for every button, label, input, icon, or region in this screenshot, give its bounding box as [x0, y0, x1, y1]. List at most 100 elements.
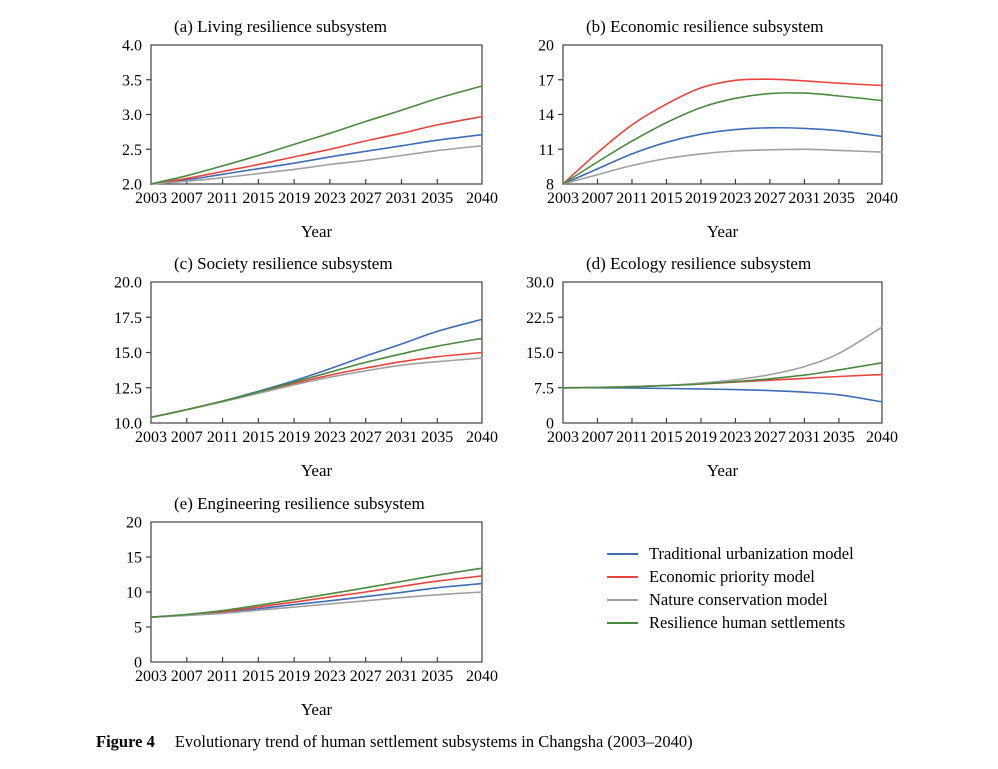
chart-legend: Traditional urbanization model Economic …: [607, 542, 854, 634]
x-tick-label: 2015: [242, 668, 274, 685]
x-tick-label: 2040: [466, 668, 498, 685]
x-tick-label: 2031: [788, 429, 820, 446]
chart-panel-living: (a) Living resilience subsystem 2.0 2.5 3.…: [91, 15, 502, 254]
x-tick-label: 2011: [207, 190, 238, 207]
x-tick-label: 2040: [866, 190, 898, 207]
x-tick-label: 2040: [466, 190, 498, 207]
chart-panel-society: (c) Society resilience subsystem 10.0 12.…: [91, 252, 502, 493]
x-tick-label: 2019: [278, 190, 310, 207]
x-tick-label: 2023: [314, 190, 346, 207]
legend-label: Nature conservation model: [649, 589, 828, 609]
plot-border: [150, 44, 483, 185]
y-tick-label: 7.5: [534, 380, 554, 397]
series-line: [150, 318, 483, 419]
series-line: [562, 386, 883, 403]
plot-border: [150, 521, 483, 663]
x-tick-label: 2040: [466, 429, 498, 446]
series-line: [562, 92, 883, 185]
legend-item-traditional: Traditional urbanization model: [607, 542, 854, 565]
chart-plot-engineering: 0 5 10 15 20 2003 2007 2011 2015 2019 2023 2027 2031…: [126, 515, 498, 685]
y-tick-label: 3.0: [122, 107, 142, 124]
y-tick-label: 8: [546, 177, 554, 194]
x-tick-label: 2011: [207, 429, 238, 446]
x-tick-label: 2035: [823, 429, 855, 446]
figure-caption: Figure 4 Evolutionary trend of human sett…: [96, 732, 693, 752]
x-tick-label: 2007: [581, 429, 613, 446]
series-line: [562, 148, 883, 185]
x-tick-label: 2011: [616, 190, 647, 207]
x-tick-label: 2019: [278, 668, 310, 685]
x-tick-label: 2035: [823, 190, 855, 207]
plot-border: [150, 281, 483, 424]
y-tick-label: 2.0: [122, 177, 142, 194]
x-tick-label: 2023: [314, 668, 346, 685]
y-tick-label: 12.5: [114, 380, 142, 397]
chart-plot-society: 10.0 12.5 15.0 17.5 20.0 2003 2007 2011 2015 2019…: [114, 275, 498, 446]
y-tick-label: 17: [538, 72, 554, 89]
x-tick-label: 2019: [278, 429, 310, 446]
x-tick-label: 2027: [350, 668, 382, 685]
x-tick-label: 2015: [242, 429, 274, 446]
x-tick-label: 2003: [135, 190, 167, 207]
x-tick-label: 2027: [754, 190, 786, 207]
chart-panel-economic: (b) Economic resilience subsystem 8 11 14 1…: [503, 15, 902, 254]
series-line: [150, 337, 483, 419]
x-tick-label: 2015: [650, 190, 682, 207]
chart-plot-living: 2.0 2.5 3.0 3.5 4.0 2003 2007 2011 2015 2019 2023 2…: [122, 38, 498, 207]
x-tick-label: 2015: [242, 190, 274, 207]
y-tick-label: 30.0: [526, 275, 554, 292]
chart-panel-engineering: (e) Engineering resilience subsystem 0 5 1…: [91, 492, 502, 732]
chart-panel-ecology: (d) Ecology resilience subsystem 0 7.5 15.…: [503, 252, 902, 493]
x-tick-label: 2035: [421, 429, 453, 446]
series-line: [150, 115, 483, 185]
series-line: [562, 362, 883, 389]
legend-item-economic: Economic priority model: [607, 565, 854, 588]
chart-title-living: (a) Living resilience subsystem: [174, 17, 387, 36]
x-axis-label: Year: [706, 461, 739, 480]
y-tick-label: 0: [134, 655, 142, 672]
x-tick-label: 2035: [421, 668, 453, 685]
chart-title-ecology: (d) Ecology resilience subsystem: [586, 254, 812, 273]
legend-line-resilience-icon: [607, 621, 638, 624]
series-line: [150, 133, 483, 185]
x-tick-label: 2031: [385, 668, 417, 685]
x-tick-label: 2011: [616, 429, 647, 446]
series-line: [150, 582, 483, 618]
x-tick-label: 2035: [421, 190, 453, 207]
chart-title-society: (c) Society resilience subsystem: [174, 254, 393, 273]
x-tick-label: 2031: [385, 190, 417, 207]
x-tick-label: 2019: [685, 190, 717, 207]
x-tick-label: 2007: [171, 668, 203, 685]
series-line: [150, 357, 483, 419]
x-tick-label: 2007: [171, 429, 203, 446]
series-line: [150, 85, 483, 185]
series-line: [150, 145, 483, 185]
legend-label: Economic priority model: [649, 566, 815, 586]
figure-caption-text: Evolutionary trend of human settlement s…: [174, 732, 693, 751]
x-tick-label: 2040: [866, 429, 898, 446]
x-tick-label: 2015: [650, 429, 682, 446]
y-tick-label: 2.5: [122, 142, 142, 159]
x-axis-label: Year: [300, 700, 333, 719]
x-tick-label: 2023: [314, 429, 346, 446]
legend-line-traditional-icon: [607, 552, 638, 555]
y-tick-label: 4.0: [122, 38, 142, 55]
x-tick-label: 2027: [754, 429, 786, 446]
x-tick-label: 2031: [385, 429, 417, 446]
chart-title-economic: (b) Economic resilience subsystem: [586, 17, 824, 36]
y-tick-label: 5: [134, 620, 142, 637]
x-tick-label: 2007: [171, 190, 203, 207]
series-line: [150, 567, 483, 618]
x-tick-label: 2031: [788, 190, 820, 207]
y-tick-label: 22.5: [526, 310, 554, 327]
y-tick-label: 10.0: [114, 416, 142, 433]
legend-label: Resilience human settlements: [649, 612, 846, 632]
y-tick-label: 11: [539, 142, 554, 159]
y-tick-label: 3.5: [122, 72, 142, 89]
x-tick-label: 2003: [547, 190, 579, 207]
y-tick-label: 15: [126, 550, 142, 567]
chart-plot-ecology: 0 7.5 15.0 22.5 30.0 2003 2007 2011 2015 2019 2023…: [526, 275, 898, 446]
x-tick-label: 2027: [350, 429, 382, 446]
series-line: [562, 78, 883, 185]
series-line: [562, 326, 883, 389]
